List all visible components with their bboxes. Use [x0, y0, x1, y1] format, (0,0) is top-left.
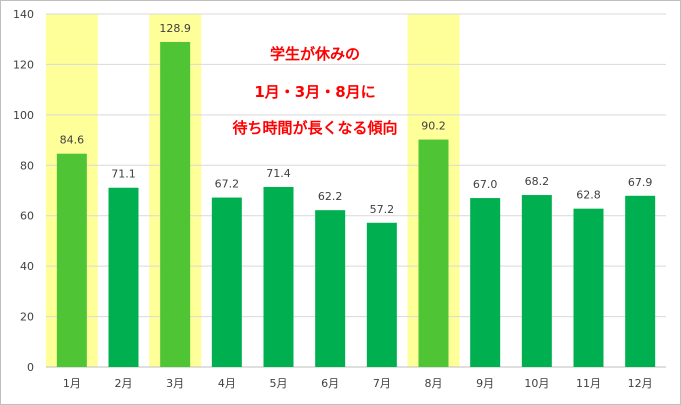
- x-tick-label: 9月: [476, 377, 494, 390]
- value-labels: 84.6 71.1 128.9 67.2 71.4 62.2 57.2 90.2 67.0 68.…: [60, 22, 653, 216]
- value-label: 57.2: [370, 203, 395, 216]
- x-tick-label: 12月: [628, 377, 653, 390]
- annotation-line-1: 学生が休みの: [269, 45, 360, 63]
- value-label: 68.2: [525, 175, 550, 188]
- x-tick-label: 3月: [166, 377, 184, 390]
- bars: [56, 41, 656, 368]
- x-tick-label: 6月: [321, 377, 339, 390]
- value-label: 62.8: [576, 189, 601, 202]
- value-label: 67.9: [628, 176, 653, 189]
- x-tick-label: 11月: [576, 377, 601, 390]
- bar: [211, 197, 242, 367]
- x-tick-label: 10月: [524, 377, 549, 390]
- y-tick-label: 120: [13, 58, 34, 71]
- x-tick-label: 4月: [218, 377, 236, 390]
- bar: [573, 208, 604, 367]
- value-label: 71.4: [266, 167, 291, 180]
- x-axis-ticks: 1月 2月 3月 4月 5月 6月 7月 8月 9月 10月 11月 12月: [63, 377, 653, 390]
- y-tick-label: 80: [20, 159, 34, 172]
- y-tick-label: 60: [20, 210, 34, 223]
- bar: [160, 41, 191, 368]
- gridlines: [46, 13, 666, 368]
- value-label: 71.1: [111, 168, 136, 181]
- x-tick-label: 1月: [63, 377, 81, 390]
- y-tick-label: 0: [27, 361, 34, 374]
- y-tick-label: 40: [20, 260, 34, 273]
- bar: [366, 222, 397, 367]
- value-label: 128.9: [159, 22, 191, 35]
- annotation-line-2: 1月・3月・8月に: [254, 83, 376, 101]
- bar: [470, 198, 501, 367]
- bar: [625, 195, 656, 367]
- x-tick-label: 2月: [115, 377, 133, 390]
- y-axis-ticks: 0 20 40 60 80 100 120 140: [13, 8, 34, 374]
- y-tick-label: 20: [20, 311, 34, 324]
- bar: [418, 139, 449, 367]
- highlight-bands: [45, 14, 460, 367]
- bar: [263, 186, 294, 367]
- value-label: 67.0: [473, 178, 498, 191]
- x-tick-label: 7月: [373, 377, 391, 390]
- annotation-line-3: 待ち時間が長くなる傾向: [232, 119, 398, 137]
- value-label: 84.6: [60, 134, 85, 147]
- bar: [108, 187, 139, 367]
- value-label: 90.2: [421, 120, 446, 133]
- x-tick-label: 5月: [270, 377, 288, 390]
- bar: [521, 195, 552, 367]
- x-tick-label: 8月: [425, 377, 443, 390]
- y-tick-label: 100: [13, 109, 34, 122]
- bar: [56, 153, 87, 367]
- value-label: 67.2: [215, 178, 240, 191]
- y-tick-label: 140: [13, 8, 34, 21]
- value-label: 62.2: [318, 190, 343, 203]
- bar: [315, 210, 346, 367]
